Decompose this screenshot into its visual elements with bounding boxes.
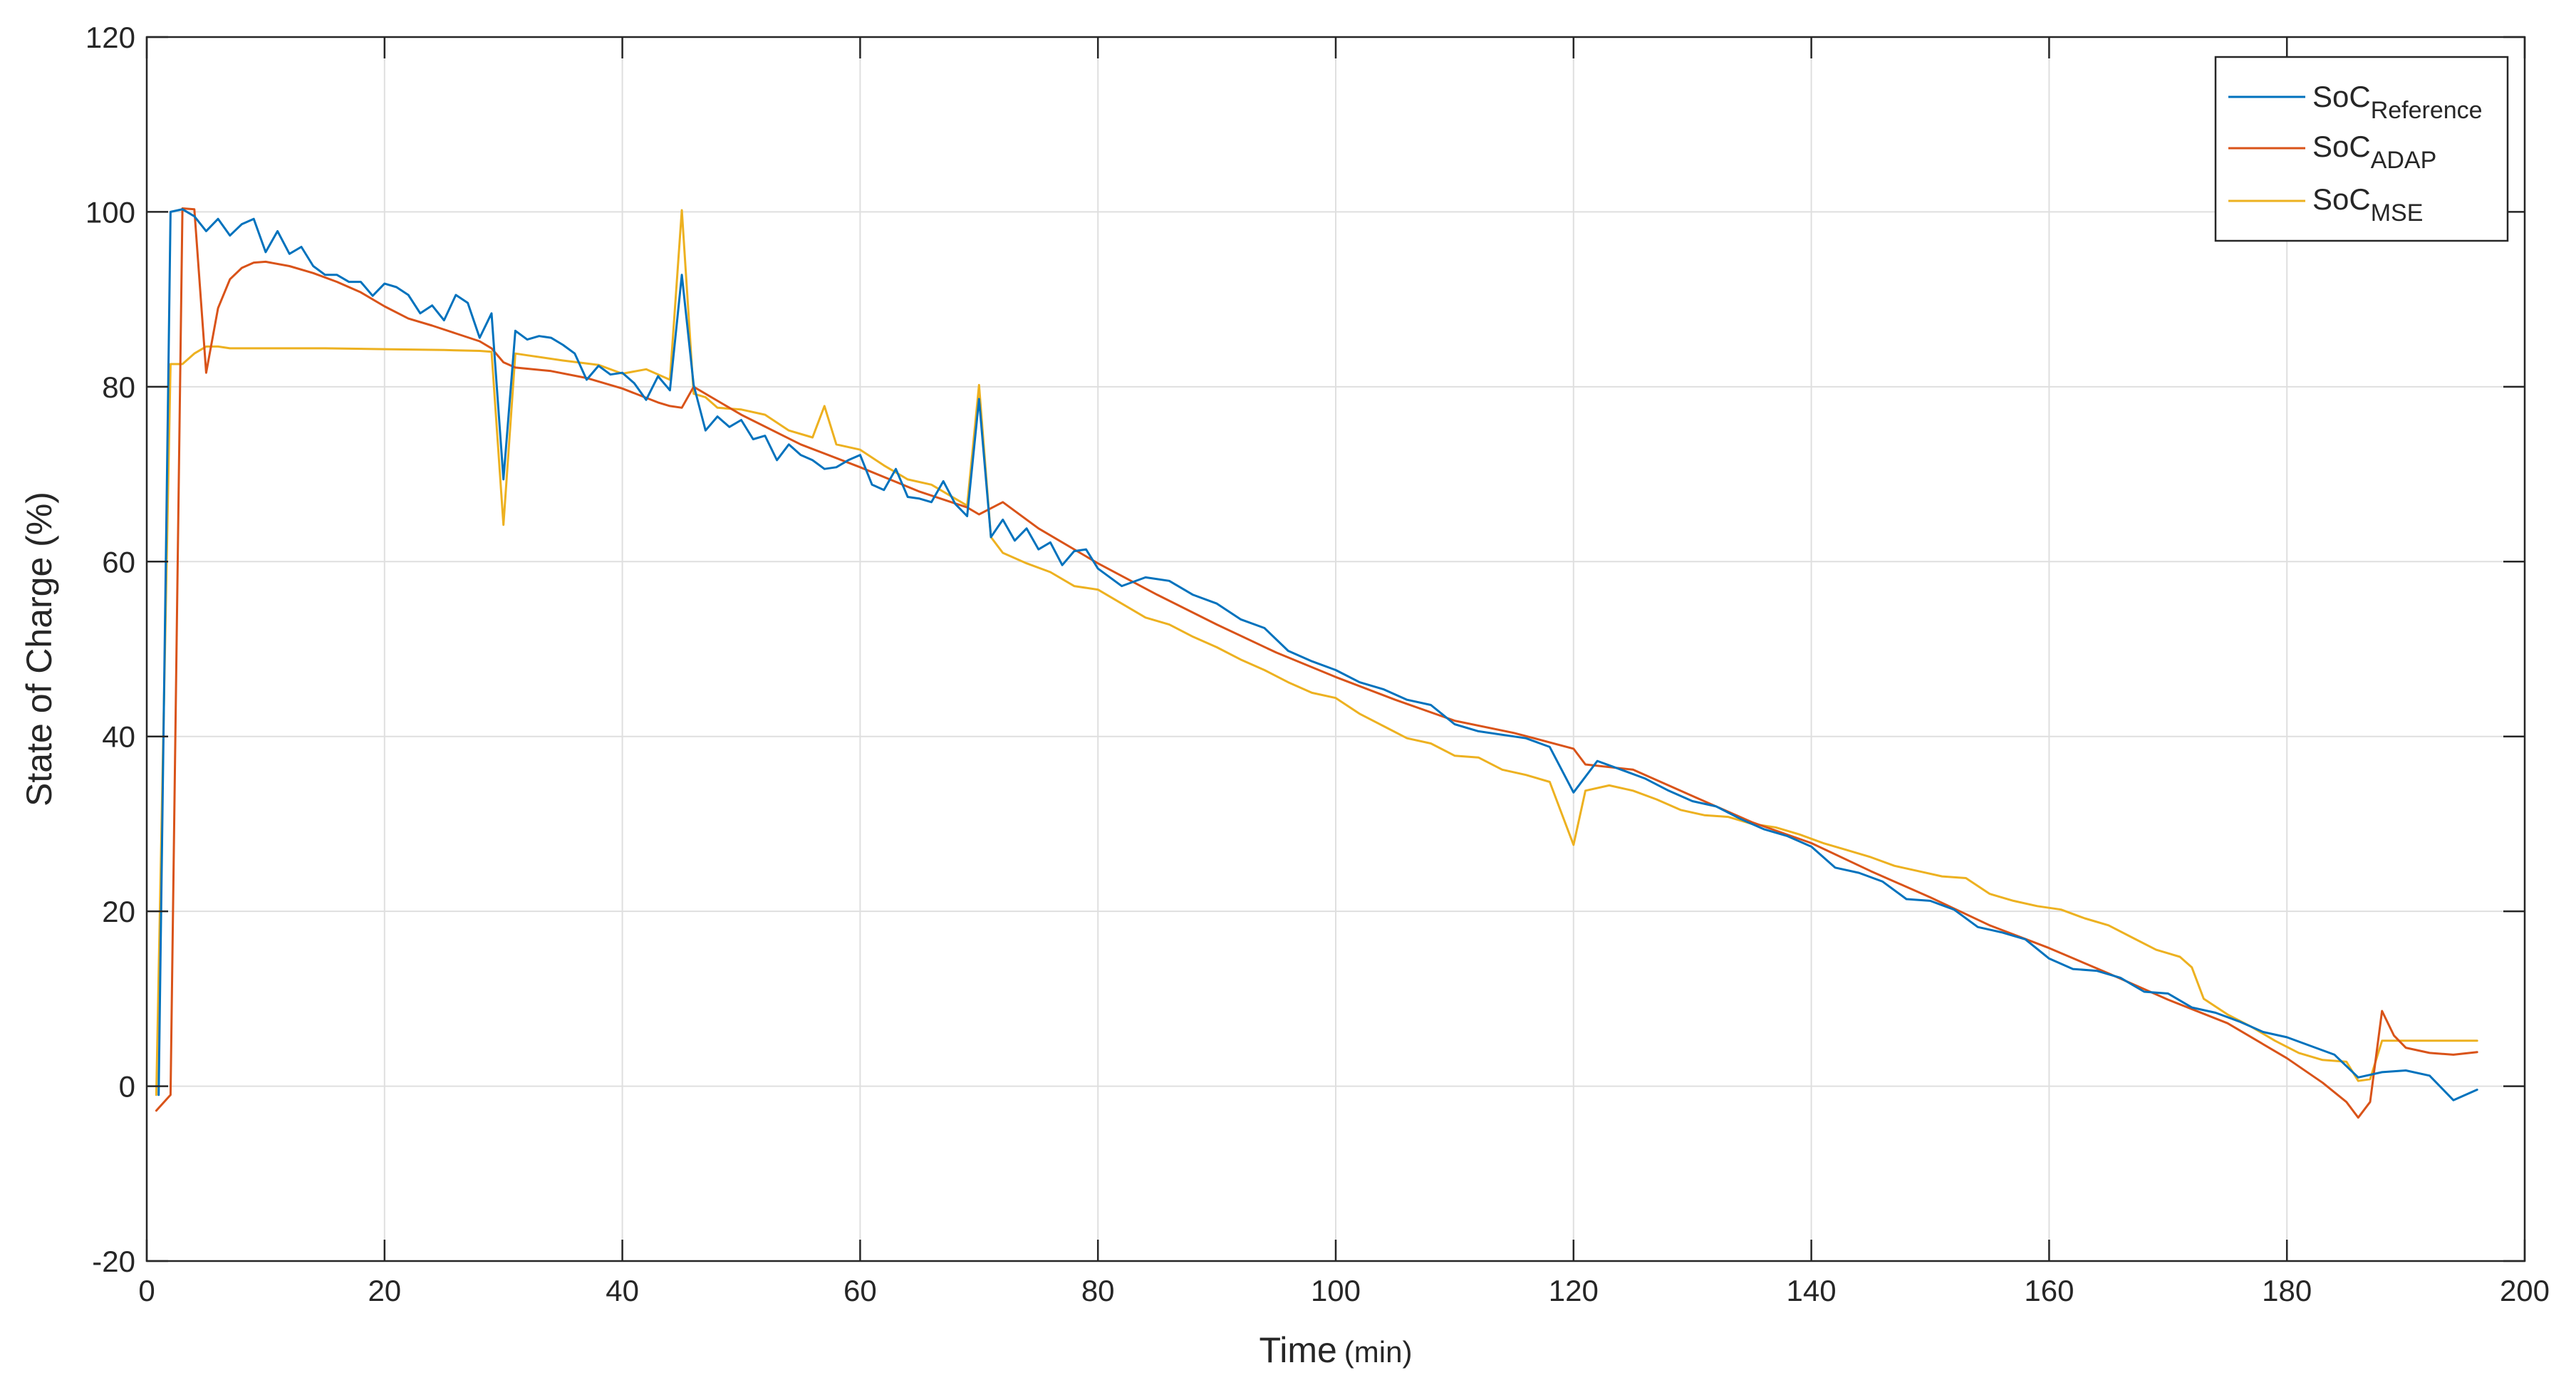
- legend-entry-adap: SoCADAP: [2228, 130, 2436, 174]
- x-tick-label: 100: [1311, 1274, 1361, 1307]
- y-tick-label: 80: [102, 370, 135, 404]
- y-tick-label: 40: [102, 720, 135, 754]
- legend-entry-reference: SoCReference: [2228, 80, 2483, 124]
- x-tick-label: 20: [368, 1274, 401, 1307]
- y-tick-label: -20: [92, 1245, 135, 1278]
- y-axis-label: State of Charge (%): [19, 492, 59, 806]
- y-tick-label: 120: [85, 21, 135, 54]
- y-tick-label: 0: [119, 1070, 135, 1104]
- legend-subscript-mse: MSE: [2371, 199, 2424, 227]
- legend-name-reference: SoC: [2312, 80, 2371, 113]
- x-axis-label: Time (min): [1260, 1330, 1413, 1370]
- x-tick-label: 60: [843, 1274, 877, 1307]
- ticks: 0 20 40 60 80 100 120 140 160 180 200-200204060801…: [85, 21, 2550, 1307]
- series-line-reference: [157, 208, 2478, 1101]
- x-axis-label-unit: (min): [1344, 1335, 1413, 1369]
- legend-label-reference: SoCReference: [2312, 80, 2483, 124]
- legend-entry-mse: SoCMSE: [2228, 182, 2423, 227]
- legend-name-mse: SoC: [2312, 182, 2371, 216]
- x-tick-label: 0: [138, 1274, 155, 1307]
- legend-label-mse: SoCMSE: [2312, 182, 2423, 227]
- x-tick-label: 120: [1549, 1274, 1599, 1307]
- x-tick-label: 180: [2262, 1274, 2312, 1307]
- y-tick-label: 60: [102, 545, 135, 579]
- y-tick-label: 100: [85, 195, 135, 229]
- legend-subscript-reference: Reference: [2371, 97, 2483, 124]
- y-tick-label: 20: [102, 895, 135, 928]
- series-line-mse: [155, 209, 2478, 1096]
- legend-label-adap: SoCADAP: [2312, 130, 2436, 174]
- series-layer: [155, 207, 2478, 1119]
- x-tick-label: 200: [2500, 1274, 2550, 1307]
- legend-subscript-adap: ADAP: [2371, 147, 2437, 174]
- x-axis-label-text: Time: [1260, 1330, 1337, 1370]
- x-tick-label: 80: [1081, 1274, 1115, 1307]
- x-tick-label: 140: [1787, 1274, 1837, 1307]
- legend: SoCReference SoCADAP SoCMSE: [2214, 56, 2509, 242]
- x-tick-label: 40: [606, 1274, 639, 1307]
- series-line-adap: [155, 207, 2478, 1119]
- x-tick-label: 160: [2024, 1274, 2074, 1307]
- legend-name-adap: SoC: [2312, 130, 2371, 163]
